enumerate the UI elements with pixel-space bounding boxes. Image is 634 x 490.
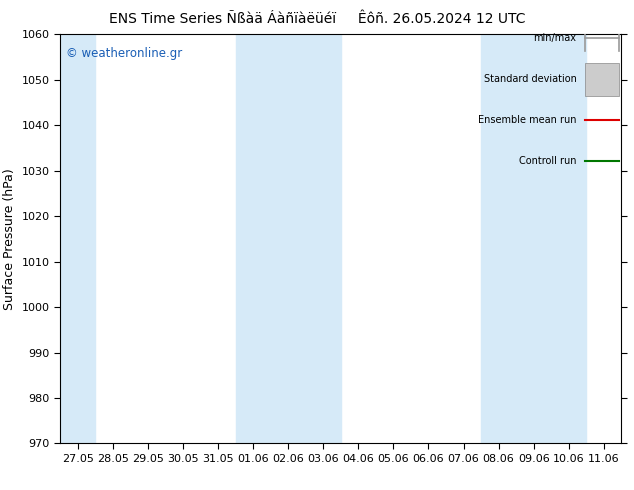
Text: min/max: min/max <box>533 33 576 44</box>
Bar <box>236 34 271 443</box>
Y-axis label: Surface Pressure (hPa): Surface Pressure (hPa) <box>3 168 16 310</box>
Bar <box>481 34 516 443</box>
Bar <box>60 34 95 443</box>
Bar <box>306 34 341 443</box>
Bar <box>551 34 586 443</box>
Text: Ensemble mean run: Ensemble mean run <box>478 115 576 125</box>
Bar <box>585 63 619 96</box>
Text: © weatheronline.gr: © weatheronline.gr <box>66 47 182 60</box>
Text: Controll run: Controll run <box>519 156 576 166</box>
Text: Standard deviation: Standard deviation <box>484 74 576 84</box>
Bar <box>271 34 306 443</box>
Bar <box>516 34 551 443</box>
Text: ENS Time Series Ñßàä Áàñïàëüéï     Êôñ. 26.05.2024 12 UTC: ENS Time Series Ñßàä Áàñïàëüéï Êôñ. 26.0… <box>109 12 525 26</box>
